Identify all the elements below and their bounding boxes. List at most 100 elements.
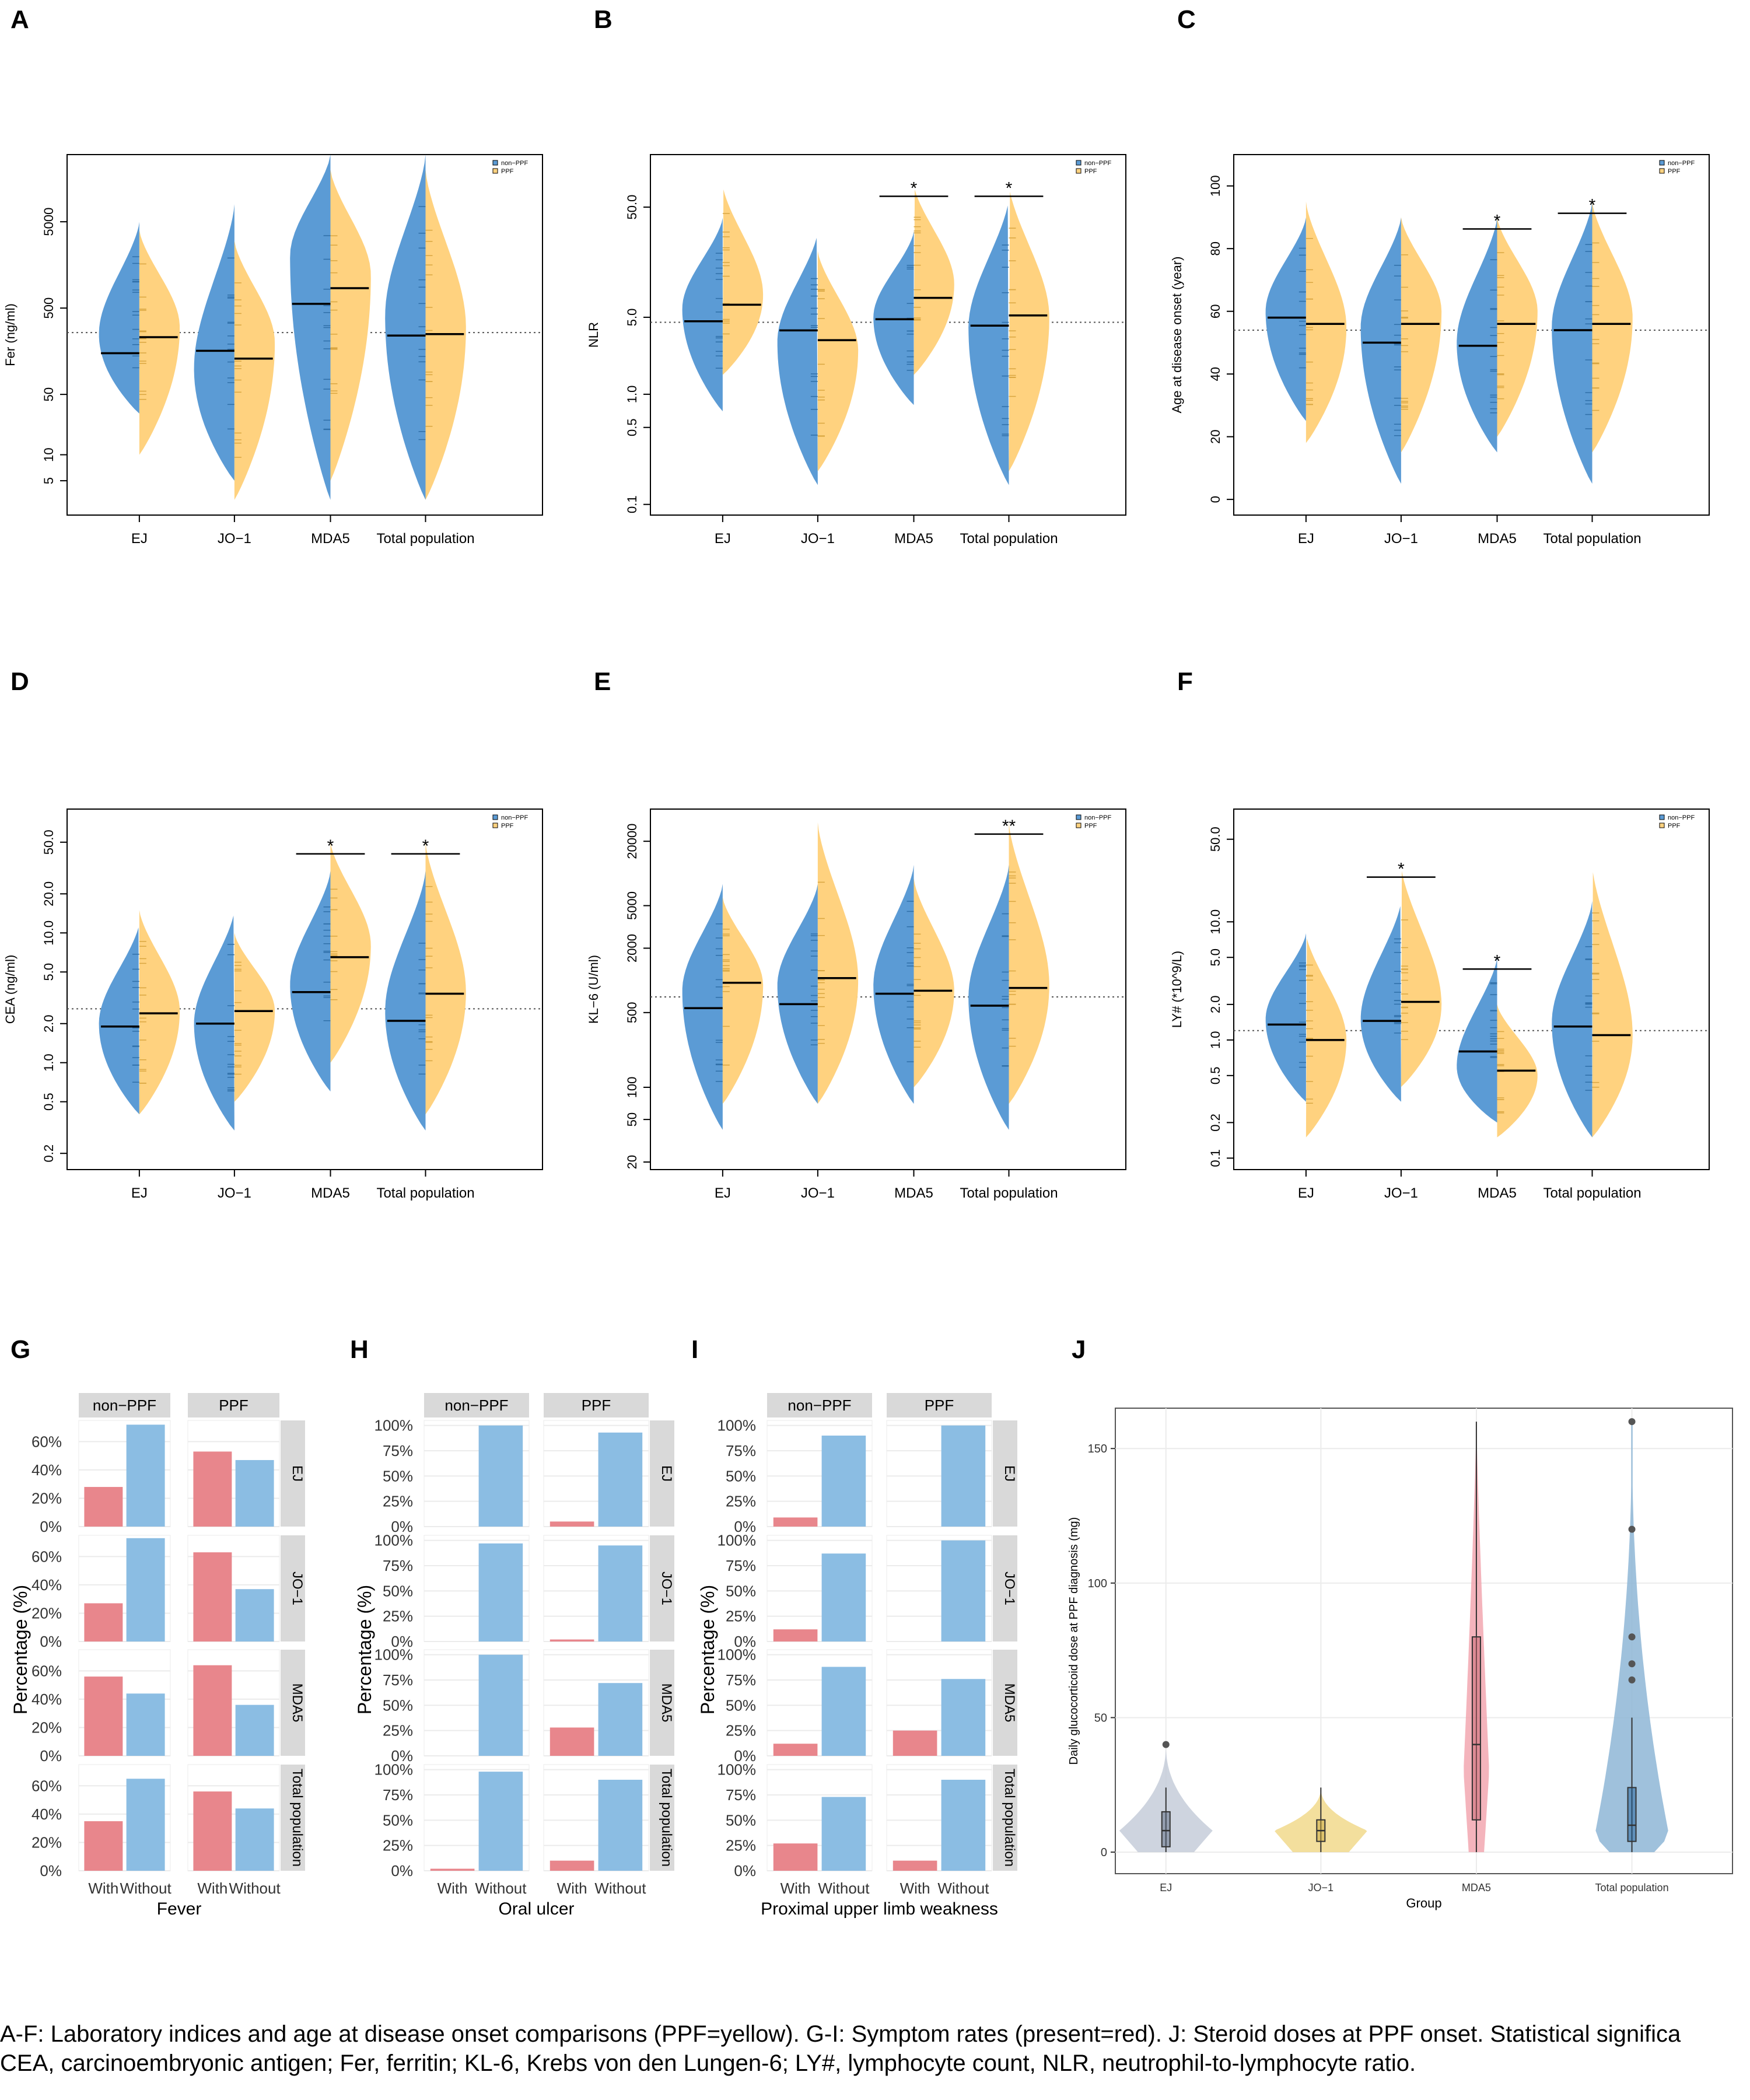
y-tick-label: 5.0 (625, 309, 639, 327)
row-strip (650, 1535, 674, 1642)
facet-strip (767, 1393, 872, 1418)
bar-with (892, 1730, 937, 1756)
legend-swatch (492, 822, 498, 828)
panel-label: J (1072, 1335, 1086, 1364)
y-tick-label: 75% (726, 1786, 756, 1804)
violin-half-nonppf (1360, 217, 1401, 484)
facet-strip (188, 1393, 279, 1418)
x-tick-label: JO−1 (218, 1185, 251, 1201)
violin-half-ppf (1401, 217, 1442, 453)
legend-label: non−PPF (1668, 814, 1695, 821)
y-tick-label: 50% (726, 1582, 756, 1600)
x-tick-label: JO−1 (801, 1185, 835, 1201)
violin-half-nonppf (777, 884, 818, 1104)
panel-B: B 0.1 0.5 1.0 5.0 50.0 NLR EJ JO−1 MDA5 Total popu… (586, 5, 1126, 547)
violin-half-nonppf (99, 927, 139, 1115)
y-tick-label: 50.0 (1208, 827, 1223, 852)
y-tick-label: 100% (718, 1761, 757, 1779)
legend-swatch (1076, 160, 1082, 166)
significance-star: * (911, 179, 918, 198)
x-tick-label: EJ (715, 531, 731, 547)
violin-half-nonppf (682, 218, 723, 412)
x-axis-label: Fever (157, 1899, 202, 1919)
bar-without (235, 1704, 274, 1756)
x-tick-label: Without (475, 1880, 527, 1897)
x-tick-label: EJ (131, 1185, 148, 1201)
legend-label: PPF (1084, 168, 1097, 175)
y-tick-label: 25% (383, 1722, 413, 1740)
row-strip-label: JO−1 (1002, 1572, 1017, 1605)
facet-strip (544, 1393, 649, 1418)
y-tick-label: 50% (383, 1811, 413, 1829)
plot-frame (66, 154, 543, 516)
row-strip (650, 1765, 674, 1871)
y-tick-label: 0% (391, 1747, 413, 1765)
y-tick-label: 20% (32, 1604, 62, 1622)
x-tick-label: EJ (1298, 1185, 1314, 1201)
facet-strip-label: non−PPF (93, 1396, 156, 1414)
x-tick-label: MDA5 (1478, 531, 1517, 547)
violin-half-ppf (1009, 822, 1049, 1104)
box (1627, 1787, 1637, 1842)
facet-strip-label: non−PPF (788, 1396, 851, 1414)
y-tick-label: 0% (40, 1747, 62, 1765)
y-tick-label: 40% (32, 1690, 62, 1708)
violin-half-nonppf (290, 871, 331, 1092)
violin-half-ppf (1592, 201, 1633, 453)
bar-with (193, 1552, 232, 1642)
y-tick-label: 2.0 (1208, 996, 1223, 1014)
violin-half-ppf (1592, 872, 1633, 1138)
y-tick-label: 20 (1208, 429, 1223, 443)
y-tick-label: 20% (32, 1833, 62, 1851)
bar-without (235, 1808, 274, 1871)
y-axis-label: Fer (ng/ml) (3, 303, 18, 366)
legend-label: non−PPF (1084, 814, 1111, 821)
y-tick-label: 25% (383, 1837, 413, 1854)
y-axis-label: Percentage (%) (354, 1585, 375, 1714)
panel-label: A (10, 5, 29, 34)
violin-half-nonppf (968, 864, 1009, 1130)
y-tick-label: 75% (383, 1442, 413, 1460)
x-tick-label: MDA5 (894, 531, 933, 547)
bar-with (773, 1843, 818, 1871)
y-tick-label: 100 (625, 1077, 639, 1098)
y-tick-label: 50% (726, 1696, 756, 1714)
violin-half-ppf (139, 230, 180, 455)
bar-without (821, 1436, 866, 1527)
y-tick-label: 0.5 (41, 1093, 56, 1111)
legend-label: PPF (501, 168, 514, 175)
row-strip (281, 1420, 305, 1527)
y-tick-label: 50% (383, 1582, 413, 1600)
panel-label: E (594, 667, 611, 696)
violin-half-ppf (722, 897, 764, 1104)
y-tick-label: 100% (374, 1761, 414, 1779)
row-strip (650, 1650, 674, 1756)
legend-swatch (1659, 160, 1665, 166)
y-tick-label: 75% (383, 1671, 413, 1689)
bar-without (941, 1540, 986, 1642)
facet-strip-label: non−PPF (444, 1396, 508, 1414)
y-tick-label: 100% (374, 1417, 414, 1434)
x-tick-label: EJ (715, 1185, 731, 1201)
x-axis-label: Oral ulcer (498, 1899, 574, 1919)
y-tick-label: 20.0 (41, 881, 56, 907)
facet-strip-label: PPF (925, 1396, 954, 1414)
y-tick-label: 1.0 (1208, 1031, 1223, 1049)
facet-strip (79, 1393, 170, 1418)
row-strip (281, 1765, 305, 1871)
legend-swatch (1659, 814, 1665, 820)
y-tick-label: 75% (726, 1442, 756, 1460)
y-tick-label: 0.5 (625, 418, 639, 436)
violin-half-nonppf (99, 222, 139, 414)
bar-without (598, 1432, 643, 1527)
row-strip (993, 1765, 1017, 1871)
violin-half-nonppf (1552, 201, 1592, 484)
x-axis-label: Proximal upper limb weakness (761, 1899, 998, 1919)
y-tick-label: 40% (32, 1576, 62, 1594)
outlier-point (1628, 1525, 1636, 1533)
legend-swatch (1076, 814, 1082, 820)
y-tick-label: 500 (41, 298, 56, 319)
bar-without (821, 1553, 866, 1642)
y-tick-label: 0.5 (1208, 1067, 1223, 1085)
row-strip-label: EJ (1002, 1465, 1017, 1482)
